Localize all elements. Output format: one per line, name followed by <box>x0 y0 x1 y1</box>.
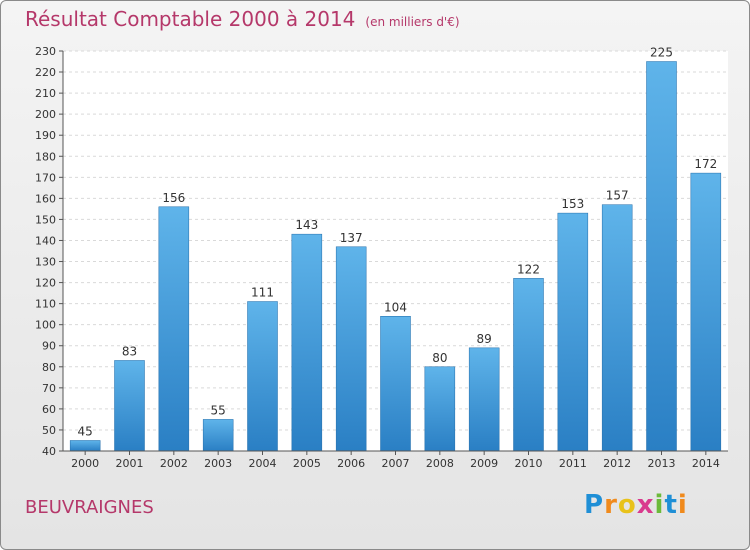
logo-letter: i <box>654 490 665 520</box>
x-tick-label: 2013 <box>648 457 676 470</box>
logo-letter: t <box>664 490 678 520</box>
data-label: 111 <box>251 286 274 300</box>
x-tick-label: 2012 <box>603 457 631 470</box>
y-axis: 40 50 60 70 80 90 100 110 120 130 140 150 160 170 180 1… <box>35 45 64 458</box>
x-tick-label: 2009 <box>470 457 498 470</box>
y-tick-label: 100 <box>35 319 56 332</box>
proxiti-logo[interactable]: Proxiti <box>584 490 688 520</box>
y-tick-label: 170 <box>35 171 56 184</box>
x-tick-label: 2004 <box>249 457 277 470</box>
x-tick-label: 2001 <box>116 457 144 470</box>
y-tick-label: 230 <box>35 45 56 58</box>
data-label: 104 <box>384 300 407 314</box>
x-tick-label: 2007 <box>382 457 410 470</box>
x-tick-label: 2002 <box>160 457 188 470</box>
x-tick-label: 2010 <box>515 457 543 470</box>
y-tick-label: 130 <box>35 256 56 269</box>
data-label: 89 <box>477 332 492 346</box>
x-tick-label: 2003 <box>204 457 232 470</box>
x-tick-label: 2014 <box>692 457 720 470</box>
y-tick-label: 80 <box>42 361 56 374</box>
data-label: 143 <box>295 218 318 232</box>
y-tick-label: 180 <box>35 150 56 163</box>
x-tick-label: 2000 <box>71 457 99 470</box>
y-tick-label: 70 <box>42 382 56 395</box>
y-tick-label: 210 <box>35 87 56 100</box>
bar-2009 <box>468 347 500 452</box>
place-name: BEUVRAIGNES <box>25 497 154 518</box>
data-label: 83 <box>122 344 137 358</box>
bar-2010 <box>513 278 544 452</box>
bar-2002 <box>158 206 190 452</box>
logo-letter: r <box>604 490 618 520</box>
y-tick-label: 110 <box>35 298 56 311</box>
y-tick-label: 60 <box>42 403 56 416</box>
bar-2001 <box>114 360 145 452</box>
title-row: Résultat Comptable 2000 à 2014 (en millie… <box>25 7 460 31</box>
data-label: 55 <box>211 403 226 417</box>
y-tick-label: 40 <box>42 445 56 458</box>
bar-2000 <box>69 440 101 452</box>
bars <box>69 61 722 452</box>
y-tick-label: 200 <box>35 108 56 121</box>
bar-2011 <box>557 212 589 452</box>
bar-2004 <box>247 301 278 452</box>
logo-letter: o <box>617 490 637 520</box>
data-label: 122 <box>517 262 540 276</box>
x-tick-label: 2006 <box>337 457 365 470</box>
bar-2012 <box>601 204 633 452</box>
y-tick-label: 160 <box>35 192 56 205</box>
data-label: 137 <box>340 231 363 245</box>
data-label: 172 <box>694 157 717 171</box>
data-label: 156 <box>162 191 185 205</box>
data-label: 80 <box>432 351 447 365</box>
y-tick-label: 90 <box>42 340 56 353</box>
data-label: 225 <box>650 46 673 60</box>
y-tick-label: 190 <box>35 129 56 142</box>
logo-letter: P <box>584 490 605 520</box>
x-tick-label: 2011 <box>559 457 587 470</box>
y-tick-label: 220 <box>35 66 56 79</box>
y-tick-label: 120 <box>35 277 56 290</box>
x-tick-label: 2005 <box>293 457 321 470</box>
bar-2003 <box>202 419 234 452</box>
x-tick-label: 2008 <box>426 457 454 470</box>
chart-title: Résultat Comptable 2000 à 2014 <box>25 7 356 31</box>
bar-2006 <box>335 246 367 452</box>
bar-2014 <box>690 172 722 452</box>
y-tick-label: 50 <box>42 424 56 437</box>
unit-note: (en milliers d'€) <box>365 15 460 29</box>
data-label: 45 <box>78 424 93 438</box>
data-label: 157 <box>606 189 629 203</box>
bar-2005 <box>291 233 323 452</box>
logo-letter: i <box>677 490 688 520</box>
y-tick-label: 140 <box>35 234 56 247</box>
y-tick-label: 150 <box>35 213 56 226</box>
bar-2013 <box>646 61 677 452</box>
data-label: 153 <box>561 197 584 211</box>
x-axis: 2000 2001 2002 2003 2004 2005 2006 2007 2008 2009… <box>63 450 728 470</box>
logo-letter: x <box>636 490 655 520</box>
bar-2007 <box>380 316 411 452</box>
bar-2008 <box>424 366 456 452</box>
data-labels: 45 83 156 55 111 143 137 104 80 89 122 153 157 225 172 <box>78 46 718 439</box>
